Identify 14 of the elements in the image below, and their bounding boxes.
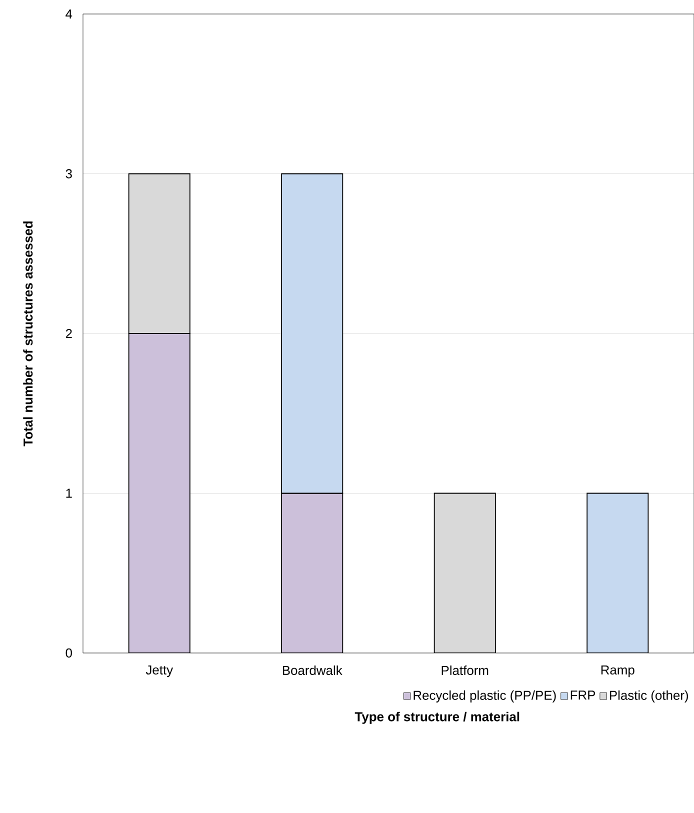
x-tick-label: Boardwalk xyxy=(282,666,342,676)
x-tick-label: Platform xyxy=(442,666,488,676)
y-tick-label: 2 xyxy=(66,328,72,338)
legend-label: FRP xyxy=(570,690,595,700)
y-axis-title: Total number of structures assessed xyxy=(23,221,33,446)
y-tick-label: 3 xyxy=(66,169,72,178)
y-tick-label: 4 xyxy=(65,10,72,18)
x-tick-label: Ramp xyxy=(601,666,634,678)
y-tick-label: 1 xyxy=(66,488,72,498)
x-tick-label: Jetty xyxy=(146,666,173,678)
legend-label: Plastic (other) xyxy=(610,690,688,702)
legend-label: Recycled plastic (PP/PE) xyxy=(414,690,556,702)
y-tick-label: 0 xyxy=(66,648,72,658)
x-axis-title: Type of structure / material xyxy=(354,712,520,724)
